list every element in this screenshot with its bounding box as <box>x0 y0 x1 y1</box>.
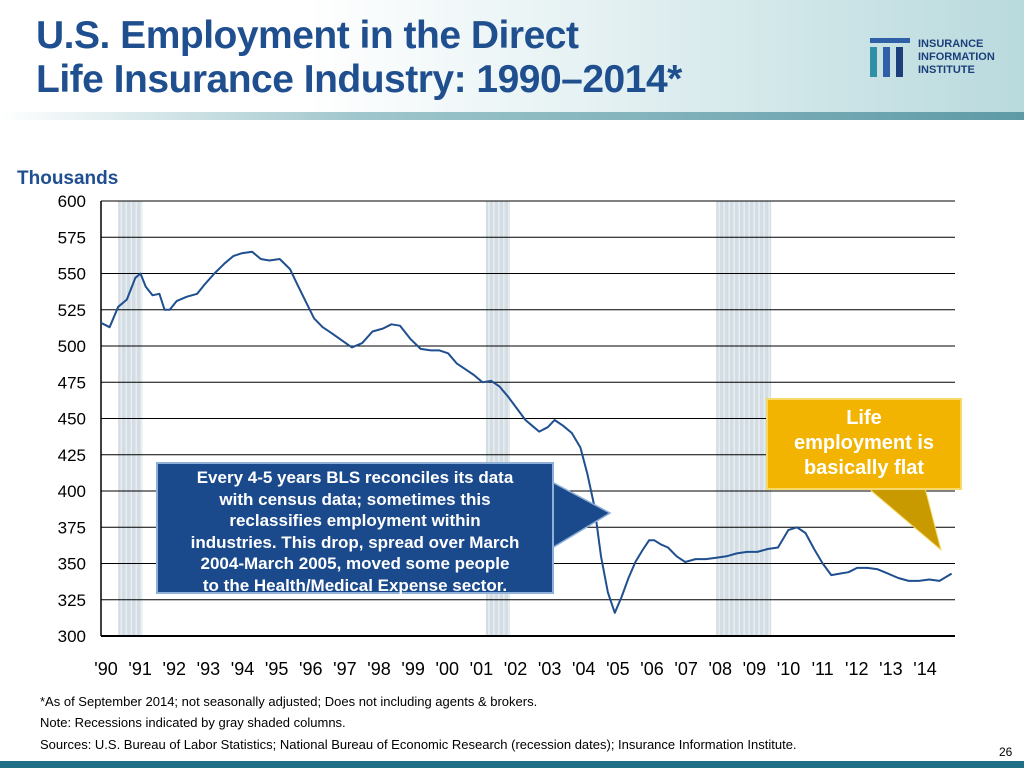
bls-reconciliation-callout: Every 4-5 years BLS reconciles its data … <box>156 462 554 595</box>
x-tick-label: '94 <box>231 659 254 679</box>
y-tick-label: 300 <box>58 627 86 646</box>
y-tick-label: 550 <box>58 265 86 284</box>
y-tick-label: 475 <box>58 373 86 392</box>
x-tick-label: '97 <box>333 659 356 679</box>
callout-left-line: with census data; sometimes this <box>219 489 491 509</box>
x-tick-label: '08 <box>709 659 732 679</box>
y-tick-label: 375 <box>58 518 86 537</box>
callout-left-line: 2004-March 2005, moved some people <box>200 554 510 573</box>
iii-logo: INSURANCE INFORMATION INSTITUTE <box>868 36 1018 80</box>
x-tick-label: '03 <box>538 659 561 679</box>
y-tick-label: 450 <box>58 410 86 429</box>
page-number: 26 <box>999 745 1013 759</box>
page-title: U.S. Employment in the Direct Life Insur… <box>36 14 682 102</box>
x-tick-label: '00 <box>436 659 459 679</box>
callout-right-pointer <box>866 487 942 552</box>
iii-logo-icon <box>870 38 910 77</box>
x-tick-layer: '90 '91 '92 '93 '94 '95 '96 '97 '98 '99 '00 '01 '02 '… <box>94 659 936 679</box>
y-tick-layer: 300 325 350 375 400 425 450 475 500 525 550 575 600 <box>58 192 86 646</box>
x-tick-label: '05 <box>606 659 629 679</box>
x-tick-label: '90 <box>94 659 117 679</box>
x-tick-label: '96 <box>299 659 322 679</box>
y-axis-unit-label: Thousands <box>17 168 119 189</box>
callout-right-line: basically flat <box>803 457 925 479</box>
series-layer <box>100 250 953 614</box>
y-tick-label: 350 <box>58 555 86 574</box>
x-tick-label: '01 <box>470 659 493 679</box>
title-line-2: Life Insurance Industry: 1990–2014* <box>36 58 682 101</box>
x-tick-label: '91 <box>128 659 151 679</box>
header-band <box>0 0 1024 118</box>
y-tick-label: 600 <box>58 192 86 211</box>
callout-left-line: to the Health/Medical Expense sector. <box>202 575 508 595</box>
flat-employment-callout: Life employment is basically flat <box>766 398 962 490</box>
x-tick-label: '06 <box>640 659 663 679</box>
y-tick-label: 575 <box>58 228 86 247</box>
y-tick-label: 425 <box>58 446 86 465</box>
x-tick-label: '02 <box>504 659 527 679</box>
callout-left-line: industries. This drop, spread over March <box>190 532 520 552</box>
logo-text-line1: INSURANCE <box>918 38 984 50</box>
logo-text-line2: INFORMATION <box>918 51 995 63</box>
x-tick-label: '99 <box>401 659 424 679</box>
y-tick-label: 500 <box>58 337 86 356</box>
employment-series-line <box>100 250 953 614</box>
x-tick-label: '09 <box>743 659 766 679</box>
footnote-recessions: Note: Recessions indicated by gray shade… <box>40 715 346 730</box>
x-tick-label: '14 <box>913 659 936 679</box>
callout-left-pointer <box>551 480 612 550</box>
y-tick-label: 525 <box>58 301 86 320</box>
callout-right-line: Life <box>846 407 882 429</box>
header-rule <box>0 112 1024 120</box>
x-tick-label: '95 <box>265 659 288 679</box>
y-tick-label: 400 <box>58 482 86 501</box>
x-tick-label: '04 <box>572 659 595 679</box>
x-tick-label: '13 <box>879 659 902 679</box>
x-tick-label: '12 <box>845 659 868 679</box>
x-tick-label: '98 <box>367 659 390 679</box>
title-line-1: U.S. Employment in the Direct <box>36 14 579 57</box>
callout-right-line: employment is <box>793 432 935 454</box>
callout-left-line: Every 4-5 years BLS reconciles its data <box>196 468 514 487</box>
footnote-asterisk: *As of September 2014; not seasonally ad… <box>40 694 538 709</box>
callout-left-line: reclassifies employment within <box>229 511 481 530</box>
footnote-sources: Sources: U.S. Bureau of Labor Statistics… <box>40 737 797 752</box>
x-tick-label: '10 <box>777 659 800 679</box>
x-tick-label: '07 <box>674 659 697 679</box>
x-tick-label: '11 <box>812 659 834 679</box>
logo-text-line3: INSTITUTE <box>918 64 975 76</box>
callout-pointers <box>551 480 942 552</box>
footer-bar <box>0 761 1024 768</box>
x-tick-label: '93 <box>197 659 220 679</box>
x-tick-label: '92 <box>163 659 186 679</box>
y-tick-label: 325 <box>58 591 86 610</box>
iii-logo-text: INSURANCE INFORMATION INSTITUTE <box>918 38 995 77</box>
